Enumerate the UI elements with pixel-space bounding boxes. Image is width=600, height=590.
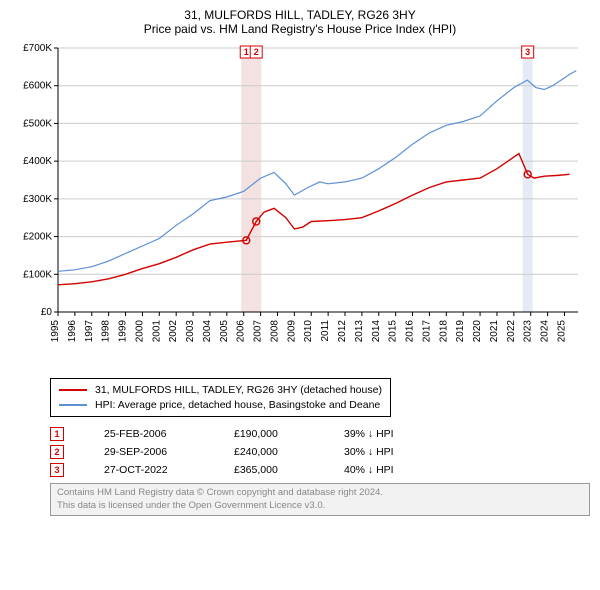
svg-text:2025: 2025 [556,320,567,343]
svg-text:2006: 2006 [236,320,247,343]
svg-text:1996: 1996 [67,320,78,343]
svg-text:2023: 2023 [523,320,534,343]
marker-row: 2 29-SEP-2006 £240,000 30% ↓ HPI [50,443,590,461]
svg-text:2024: 2024 [540,320,551,343]
svg-text:2002: 2002 [168,320,179,343]
license-line1: Contains HM Land Registry data © Crown c… [57,487,583,499]
marker-price: £365,000 [234,464,304,476]
marker-price: £240,000 [234,446,304,458]
legend-swatch [59,404,87,406]
svg-text:1997: 1997 [84,320,95,343]
svg-text:1995: 1995 [50,320,61,343]
svg-text:2018: 2018 [438,320,449,343]
svg-text:2009: 2009 [286,320,297,343]
legend-item: HPI: Average price, detached house, Basi… [59,398,382,413]
svg-text:2016: 2016 [405,320,416,343]
marker-date: 27-OCT-2022 [104,464,194,476]
legend-item: 31, MULFORDS HILL, TADLEY, RG26 3HY (det… [59,383,382,398]
svg-text:2004: 2004 [202,320,213,343]
svg-text:2010: 2010 [303,320,314,343]
price-chart: £0 £100K £200K £300K £400K £500K £600K £700K 199… [10,42,590,372]
svg-text:2014: 2014 [371,320,382,343]
svg-text:£300K: £300K [23,194,52,205]
svg-text:2022: 2022 [506,320,517,343]
page-title: 31, MULFORDS HILL, TADLEY, RG26 3HY [10,8,590,22]
svg-text:2015: 2015 [388,320,399,343]
legend-swatch [59,389,87,391]
svg-text:2011: 2011 [320,320,331,342]
marker-id-box: 2 [50,445,64,459]
svg-text:2021: 2021 [489,320,500,343]
legend-label: HPI: Average price, detached house, Basi… [95,398,380,413]
svg-text:2013: 2013 [354,320,365,343]
svg-text:2000: 2000 [134,320,145,343]
license-notice: Contains HM Land Registry data © Crown c… [50,483,590,516]
svg-text:1: 1 [244,47,249,57]
page-subtitle: Price paid vs. HM Land Registry's House … [10,22,590,36]
marker-date: 29-SEP-2006 [104,446,194,458]
marker-pct: 39% ↓ HPI [344,428,434,440]
svg-text:2012: 2012 [337,320,348,343]
legend-label: 31, MULFORDS HILL, TADLEY, RG26 3HY (det… [95,383,382,398]
svg-text:3: 3 [525,47,530,57]
marker-date: 25-FEB-2006 [104,428,194,440]
license-line2: This data is licensed under the Open Gov… [57,500,583,512]
svg-text:£500K: £500K [23,118,52,129]
svg-text:2: 2 [254,47,259,57]
svg-text:2007: 2007 [253,320,264,343]
svg-text:2008: 2008 [269,320,280,343]
svg-text:£100K: £100K [23,269,52,280]
svg-text:2005: 2005 [219,320,230,343]
marker-price: £190,000 [234,428,304,440]
svg-text:£200K: £200K [23,232,52,243]
svg-text:1999: 1999 [118,320,129,343]
legend: 31, MULFORDS HILL, TADLEY, RG26 3HY (det… [50,378,391,417]
svg-text:£700K: £700K [23,43,52,54]
svg-text:2017: 2017 [421,320,432,343]
marker-id-box: 3 [50,463,64,477]
svg-text:2019: 2019 [455,320,466,343]
svg-text:£0: £0 [41,307,53,318]
marker-table: 1 25-FEB-2006 £190,000 39% ↓ HPI 2 29-SEP-200… [50,425,590,479]
marker-pct: 30% ↓ HPI [344,446,434,458]
marker-row: 1 25-FEB-2006 £190,000 39% ↓ HPI [50,425,590,443]
marker-id-box: 1 [50,427,64,441]
marker-row: 3 27-OCT-2022 £365,000 40% ↓ HPI [50,461,590,479]
svg-text:£400K: £400K [23,156,52,167]
svg-text:2001: 2001 [151,320,162,343]
svg-text:2003: 2003 [185,320,196,343]
svg-text:2020: 2020 [472,320,483,343]
svg-text:£600K: £600K [23,81,52,92]
svg-text:1998: 1998 [101,320,112,343]
marker-pct: 40% ↓ HPI [344,464,434,476]
